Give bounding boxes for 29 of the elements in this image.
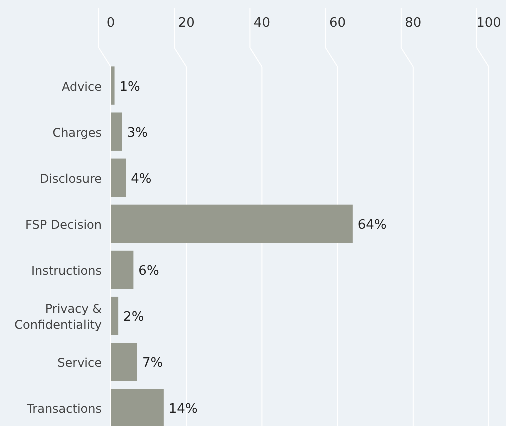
data-label: 7%	[142, 356, 164, 372]
y-tick-label: Service	[58, 356, 102, 370]
y-tick-label: FSP Decision	[26, 218, 102, 232]
bar	[111, 112, 122, 151]
x-tick-label: 0	[106, 16, 116, 31]
x-tick-label: 100	[476, 16, 502, 31]
data-label: 14%	[168, 402, 198, 418]
data-label: 4%	[131, 172, 152, 187]
y-tick-label: Disclosure	[40, 172, 102, 186]
x-tick-label: 80	[405, 16, 422, 31]
bar	[111, 343, 138, 382]
data-label: 2%	[124, 310, 144, 326]
data-label: 64%	[358, 218, 387, 233]
y-tick-label: Transactions	[26, 402, 102, 416]
y-tick-label: Instructions	[32, 264, 102, 278]
y-tick-label: Charges	[52, 126, 102, 140]
data-label: 6%	[138, 264, 160, 280]
bar	[111, 204, 353, 244]
x-tick-label: 60	[330, 16, 346, 31]
data-label: 3%	[127, 126, 148, 141]
bar	[111, 66, 115, 105]
x-tick-label: 40	[254, 16, 270, 31]
bar	[111, 296, 119, 336]
bar	[111, 158, 126, 198]
y-tick-label: Privacy & Confidentiality	[14, 302, 102, 332]
bar	[111, 250, 134, 290]
data-label: 1%	[120, 80, 140, 95]
y-tick-label: Advice	[62, 80, 102, 94]
x-tick-label: 20	[178, 16, 195, 31]
